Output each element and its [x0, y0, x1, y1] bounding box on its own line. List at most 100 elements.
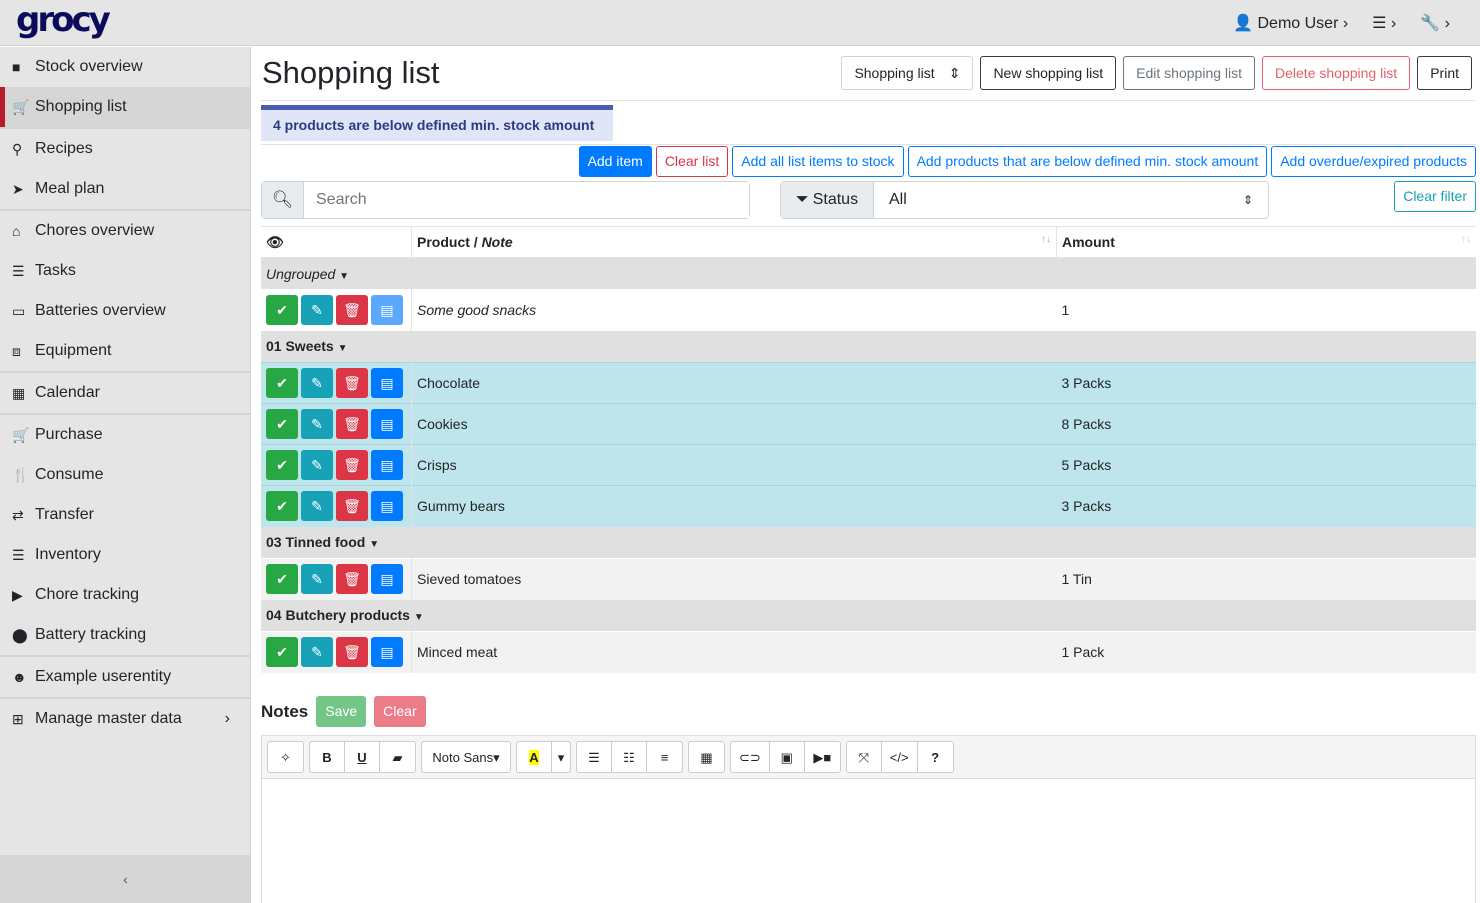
delete-item-button[interactable]: 🗑︎ — [336, 491, 368, 522]
font-family-dropdown[interactable]: Noto Sans ▾ — [432, 749, 500, 766]
edit-item-button[interactable]: ✎ — [301, 409, 333, 439]
column-amount[interactable]: Amount ↑↓ — [1056, 226, 1476, 258]
add-to-stock-button[interactable]: ▤ — [371, 491, 403, 522]
add-to-stock-button[interactable]: ▤ — [371, 368, 403, 398]
add-item-button[interactable]: Add item — [578, 146, 652, 177]
caret-down-icon[interactable]: ▼ — [337, 343, 348, 355]
add-to-stock-button[interactable]: ▤ — [371, 450, 403, 480]
sidebar-item-calendar[interactable]: ▦ Calendar — [0, 373, 250, 413]
sidebar-item-battery-tracking[interactable]: ⬤ Battery tracking — [0, 615, 250, 655]
sidebar-collapse-button[interactable]: ‹ — [0, 855, 250, 903]
main-content: Shopping list Shopping list ⇕ New shoppi… — [252, 47, 1480, 903]
mark-done-button[interactable]: ✔ — [266, 564, 298, 595]
tools-menu-icon[interactable]: 🔧 › — [1420, 15, 1450, 32]
video-icon[interactable]: ▶■ — [813, 749, 832, 765]
sidebar-item-shopping-list[interactable]: 🛒 Shopping list — [0, 87, 250, 127]
add-to-stock-button[interactable]: ▤ — [371, 564, 403, 595]
sidebar-item-chore-tracking[interactable]: ▶ Chore tracking — [0, 575, 250, 615]
add-to-stock-button[interactable]: ▤ — [371, 409, 403, 439]
mark-done-button[interactable]: ✔ — [266, 409, 298, 439]
sidebar-item-transfer[interactable]: ⇄ Transfer — [0, 495, 250, 535]
user-menu[interactable]: 👤 Demo User › — [1233, 15, 1349, 32]
delete-item-button[interactable]: 🗑︎ — [336, 637, 368, 668]
edit-item-button[interactable]: ✎ — [301, 491, 333, 522]
below-min-stock-alert[interactable]: 4 products are below defined min. stock … — [261, 105, 613, 141]
delete-item-button[interactable]: 🗑︎ — [336, 368, 368, 398]
sidebar-item-purchase[interactable]: 🛒 Purchase — [0, 415, 250, 455]
clear-list-button[interactable]: Clear list — [655, 146, 729, 177]
code-view-icon[interactable]: </> — [882, 742, 918, 773]
delete-item-button[interactable]: 🗑︎ — [336, 409, 368, 439]
fullscreen-icon[interactable]: ⤧ — [847, 742, 882, 773]
sidebar-item-batteries-overview[interactable]: ▭ Batteries overview — [0, 291, 250, 331]
color-dropdown-icon[interactable]: ▾ — [557, 749, 565, 765]
sidebar-item-meal-plan[interactable]: ➤ Meal plan — [0, 169, 250, 209]
sidebar-item-chores-overview[interactable]: ⌂ Chores overview — [0, 211, 250, 251]
nav-icon: ▶ — [12, 586, 23, 603]
add-to-stock-button[interactable]: ▤ — [371, 295, 403, 326]
edit-item-button[interactable]: ✎ — [301, 564, 333, 595]
sidebar-item-stock-overview[interactable]: ■ Stock overview — [0, 47, 250, 87]
link-icon[interactable]: ⊂⊃ — [731, 742, 770, 773]
search-input[interactable] — [304, 182, 749, 218]
sidebar-item-example-userentity[interactable]: ☻ Example userentity — [0, 657, 250, 697]
clear-notes-button[interactable]: Clear — [374, 696, 426, 727]
mark-done-button[interactable]: ✔ — [266, 368, 298, 398]
group-row[interactable]: 04 Butchery products ▼ — [261, 599, 1476, 632]
mark-done-button[interactable]: ✔ — [266, 491, 298, 522]
sidebar-item-recipes[interactable]: ⚲ Recipes — [0, 129, 250, 169]
column-product[interactable]: Product / Note ↑↓ — [411, 226, 1057, 258]
caret-down-icon[interactable]: ▼ — [339, 270, 350, 282]
group-row[interactable]: 01 Sweets ▼ — [261, 330, 1476, 363]
group-row[interactable]: Ungrouped ▼ — [261, 257, 1476, 290]
note-header: Note — [481, 234, 513, 250]
bold-icon[interactable]: B — [310, 742, 345, 773]
paragraph-icon[interactable]: ≡ — [660, 750, 669, 765]
settings-menu-icon[interactable]: ☰ › — [1372, 15, 1397, 32]
caret-down-icon[interactable]: ▼ — [369, 539, 380, 551]
sidebar-item-manage-master-data[interactable]: ⊞ Manage master data › — [0, 699, 250, 739]
notes-textarea[interactable] — [262, 779, 1475, 903]
mark-done-button[interactable]: ✔ — [266, 450, 298, 480]
print-button[interactable]: Print — [1417, 56, 1472, 90]
caret-down-icon[interactable]: ▼ — [413, 612, 424, 624]
picture-icon[interactable]: ▣ — [770, 742, 805, 773]
add-all-to-stock-button[interactable]: Add all list items to stock — [732, 146, 904, 177]
edit-item-button[interactable]: ✎ — [301, 450, 333, 480]
nav-icon: 🍴 — [12, 466, 30, 483]
column-visibility-icon[interactable]: 👁 — [261, 226, 412, 258]
save-notes-button[interactable]: Save — [316, 696, 367, 727]
unordered-list-icon[interactable]: ☰ — [577, 742, 612, 773]
sidebar-item-inventory[interactable]: ☰ Inventory — [0, 535, 250, 575]
mark-done-button[interactable]: ✔ — [266, 637, 298, 668]
sidebar-item-tasks[interactable]: ☰ Tasks — [0, 251, 250, 291]
table-icon[interactable]: ▦ — [700, 749, 713, 765]
sidebar-item-consume[interactable]: 🍴 Consume — [0, 455, 250, 495]
magic-wand-icon[interactable]: ✧ — [280, 749, 291, 765]
help-icon[interactable]: ? — [931, 750, 940, 765]
underline-icon[interactable]: U — [345, 742, 380, 773]
ordered-list-icon[interactable]: ☷ — [612, 742, 647, 773]
delete-item-button[interactable]: 🗑︎ — [336, 564, 368, 595]
grocy-logo[interactable]: grocy — [16, 0, 111, 40]
shopping-list-select[interactable]: Shopping list ⇕ — [841, 56, 974, 90]
eraser-icon[interactable]: ▰ — [392, 749, 403, 765]
delete-item-button[interactable]: 🗑︎ — [336, 295, 368, 326]
group-row[interactable]: 03 Tinned food ▼ — [261, 526, 1476, 559]
add-to-stock-button[interactable]: ▤ — [371, 637, 403, 668]
mark-done-button[interactable]: ✔ — [266, 295, 298, 326]
add-overdue-button[interactable]: Add overdue/expired products — [1271, 146, 1476, 177]
add-below-min-button[interactable]: Add products that are below defined min.… — [907, 146, 1268, 177]
chevron-right-icon: › — [1342, 15, 1349, 32]
edit-shopping-list-button[interactable]: Edit shopping list — [1123, 56, 1256, 90]
sidebar-item-equipment[interactable]: ⧈ Equipment — [0, 331, 250, 371]
delete-shopping-list-button[interactable]: Delete shopping list — [1262, 56, 1411, 90]
clear-filter-button[interactable]: Clear filter — [1394, 181, 1476, 212]
edit-item-button[interactable]: ✎ — [301, 637, 333, 668]
status-select[interactable]: All ⇕ — [874, 182, 1268, 218]
text-color-icon[interactable]: A — [517, 742, 552, 773]
delete-item-button[interactable]: 🗑︎ — [336, 450, 368, 480]
new-shopping-list-button[interactable]: New shopping list — [980, 56, 1117, 90]
edit-item-button[interactable]: ✎ — [301, 295, 333, 326]
edit-item-button[interactable]: ✎ — [301, 368, 333, 398]
